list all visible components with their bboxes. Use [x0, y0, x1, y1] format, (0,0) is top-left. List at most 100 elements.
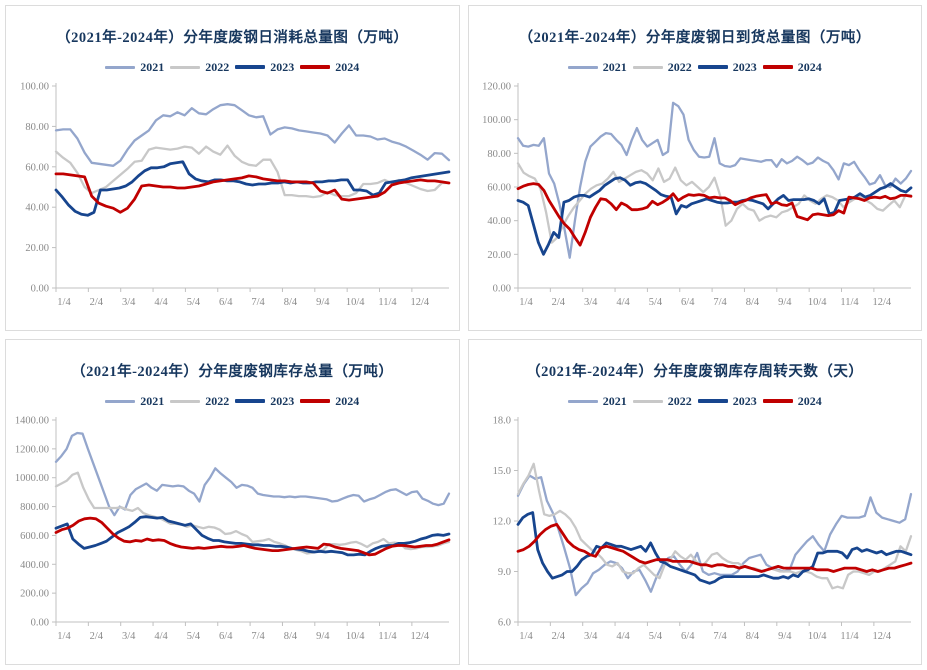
- y-tick-label: 80.00: [488, 149, 512, 160]
- legend-item-2022: 2022: [632, 393, 692, 409]
- legend-label: 2021: [602, 59, 627, 74]
- x-tick-label: 6/4: [219, 631, 233, 642]
- x-tick-label: 5/4: [186, 297, 200, 308]
- x-tick-label: 4/4: [154, 631, 168, 642]
- legend-label: 2024: [335, 393, 360, 408]
- x-tick-label: 12/4: [410, 297, 429, 308]
- y-tick-label: 1200.00: [15, 444, 49, 455]
- series-line-2021: [54, 431, 450, 517]
- chart-legend: 2021 2022 2023 2024: [469, 394, 922, 408]
- chart-title: （2021年-2024年）分年度废钢日到货总量图（万吨）: [518, 30, 871, 46]
- legend-swatch-2023: [697, 65, 728, 69]
- chart-panel-1: （2021年-2024年）分年度废钢日到货总量图（万吨） 2021 2022 202…: [467, 5, 922, 331]
- y-tick-label: 20.00: [488, 250, 512, 261]
- series-line-2022: [517, 462, 913, 590]
- legend-item-2022: 2022: [170, 394, 229, 409]
- legend-label: 2021: [602, 393, 627, 408]
- y-tick-label: 40.00: [25, 203, 49, 214]
- series-line-2023: [516, 176, 913, 256]
- y-tick-label: 60.00: [25, 162, 49, 173]
- y-tick-label: 20.00: [25, 243, 49, 254]
- legend-item-2023: 2023: [235, 394, 294, 409]
- legend-item-2023: 2023: [235, 60, 294, 75]
- legend-item-2024: 2024: [300, 60, 359, 75]
- series-line-2022: [54, 144, 450, 199]
- legend-swatch-2022: [170, 399, 201, 403]
- x-tick-label: 4/4: [154, 297, 168, 308]
- x-tick-label: 11/4: [841, 297, 860, 308]
- series-line-2023: [54, 160, 451, 217]
- x-tick-label: 9/4: [778, 297, 792, 308]
- legend-swatch-2021: [105, 399, 136, 403]
- chart-legend: 2021 2022 2023 2024: [6, 60, 459, 74]
- x-tick-label: 10/4: [346, 297, 365, 308]
- y-tick-label: 100.00: [482, 115, 511, 126]
- legend-label: 2023: [732, 59, 757, 74]
- series-line-2023: [54, 515, 451, 557]
- series-line-2023: [516, 511, 913, 585]
- x-tick-label: 1/4: [520, 631, 534, 642]
- y-tick-label: 100.00: [20, 82, 49, 93]
- x-tick-label: 2/4: [552, 297, 566, 308]
- y-tick-label: 0.00: [30, 618, 48, 629]
- legend-swatch-2021: [567, 399, 598, 403]
- x-tick-label: 12/4: [873, 297, 892, 308]
- plot-area: 0.00 20.00 40.00 60.00 80.00 100.00 1/4 2/4 3/4 4…: [20, 82, 451, 308]
- x-tick-label: 11/4: [378, 297, 397, 308]
- y-tick-label: 40.00: [488, 216, 512, 227]
- chart-title: （2021年-2024年）分年度废钢库存周转天数（天）: [526, 364, 864, 380]
- legend-swatch-2021: [105, 65, 136, 69]
- y-tick-label: 1400.00: [15, 416, 49, 427]
- legend-label: 2022: [205, 393, 230, 408]
- legend-swatch-2021: [567, 65, 598, 69]
- legend-swatch-2024: [300, 65, 331, 69]
- x-tick-label: 12/4: [873, 631, 892, 642]
- x-tick-label: 8/4: [746, 631, 760, 642]
- series-line-2022: [54, 471, 450, 555]
- legend-label: 2021: [140, 59, 165, 74]
- chart-legend: 2021 2022 2023 2024: [6, 394, 459, 408]
- plot-area: 0.00 20.00 40.00 60.00 80.00 100.00 120.00 1/4 2…: [482, 82, 913, 308]
- legend-item-2022: 2022: [632, 60, 692, 75]
- y-tick-label: 18.0: [493, 416, 511, 427]
- y-tick-label: 80.00: [25, 122, 49, 133]
- chart-panel-0: （2021年-2024年）分年度废钢日消耗总量图（万吨） 2021 2022 202…: [5, 5, 460, 331]
- x-tick-label: 2/4: [89, 631, 103, 642]
- legend-item-2023: 2023: [697, 59, 757, 75]
- y-tick-label: 800.00: [20, 502, 49, 513]
- legend-label: 2022: [205, 59, 230, 74]
- series-line-2024: [516, 182, 913, 247]
- legend-swatch-2023: [235, 399, 266, 403]
- y-tick-label: 0.00: [493, 284, 511, 295]
- series-line-2021: [517, 474, 913, 597]
- y-tick-label: 0.00: [30, 284, 48, 295]
- x-tick-label: 8/4: [283, 297, 297, 308]
- legend-swatch-2024: [762, 399, 793, 403]
- x-tick-label: 3/4: [122, 297, 136, 308]
- x-tick-label: 7/4: [251, 297, 265, 308]
- x-tick-label: 4/4: [617, 631, 631, 642]
- legend-item-2024: 2024: [762, 394, 822, 409]
- x-tick-label: 6/4: [681, 631, 695, 642]
- chart-panel-2: （2021年-2024年）分年度废钢库存总量（万吨） 2021 2022 2023 2…: [5, 339, 460, 665]
- y-tick-label: 400.00: [20, 560, 49, 571]
- legend-label: 2024: [797, 59, 822, 74]
- y-tick-label: 1000.00: [15, 473, 49, 484]
- x-tick-label: 5/4: [649, 297, 663, 308]
- series-line-2024: [516, 523, 913, 573]
- legend-swatch-2024: [300, 399, 331, 403]
- x-tick-label: 3/4: [584, 297, 598, 308]
- legend-item-2022: 2022: [170, 60, 229, 75]
- legend-swatch-2022: [632, 399, 663, 403]
- legend-item-2024: 2024: [300, 394, 359, 409]
- x-tick-label: 1/4: [57, 297, 71, 308]
- x-tick-label: 4/4: [617, 297, 631, 308]
- legend-label: 2022: [667, 393, 692, 408]
- x-tick-label: 7/4: [714, 631, 728, 642]
- legend-item-2024: 2024: [762, 59, 822, 75]
- y-tick-label: 60.00: [488, 183, 512, 194]
- legend-item-2021: 2021: [105, 394, 164, 409]
- y-tick-label: 12.0: [493, 517, 511, 528]
- x-tick-label: 2/4: [89, 297, 103, 308]
